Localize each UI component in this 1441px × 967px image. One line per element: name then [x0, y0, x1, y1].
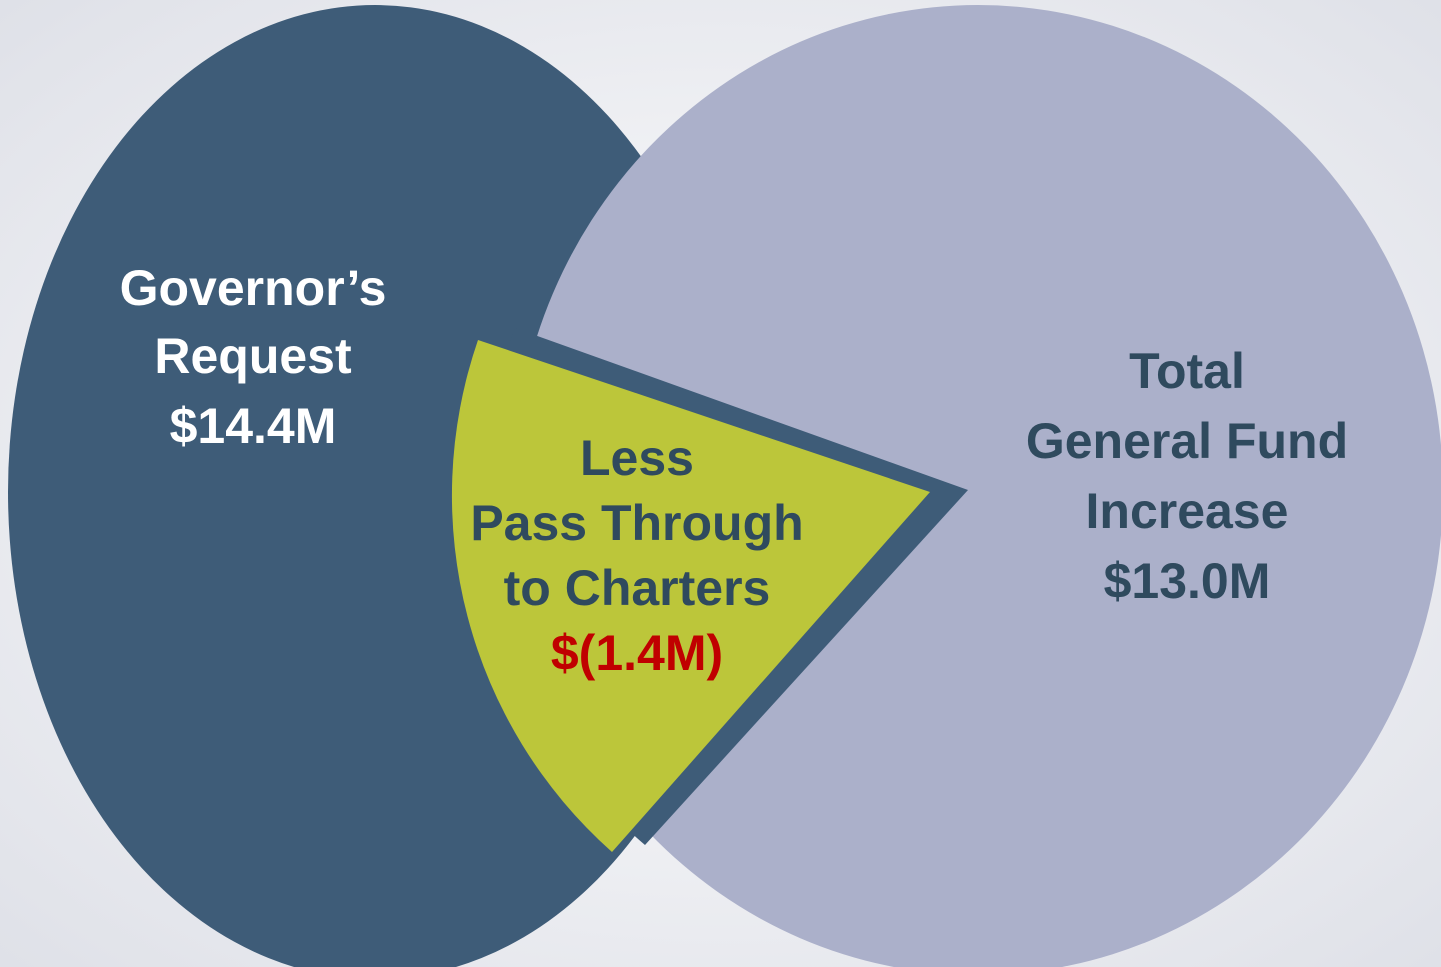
left-line: Request — [154, 328, 352, 384]
left-amount: $14.4M — [170, 398, 337, 454]
right-label: Total General Fund Increase $13.0M — [1026, 343, 1348, 609]
right-line: Total — [1129, 343, 1245, 399]
middle-line: Pass Through — [470, 495, 803, 551]
middle-line: to Charters — [504, 560, 771, 616]
middle-amount: $(1.4M) — [551, 625, 723, 681]
left-label: Governor’s Request $14.4M — [120, 260, 387, 454]
right-line: General Fund — [1026, 413, 1348, 469]
right-amount: $13.0M — [1104, 553, 1271, 609]
middle-label: Less Pass Through to Charters $(1.4M) — [470, 430, 803, 681]
middle-line: Less — [580, 430, 694, 486]
wedge — [451, 340, 930, 852]
right-line: Increase — [1086, 483, 1289, 539]
left-line: Governor’s — [120, 260, 387, 316]
